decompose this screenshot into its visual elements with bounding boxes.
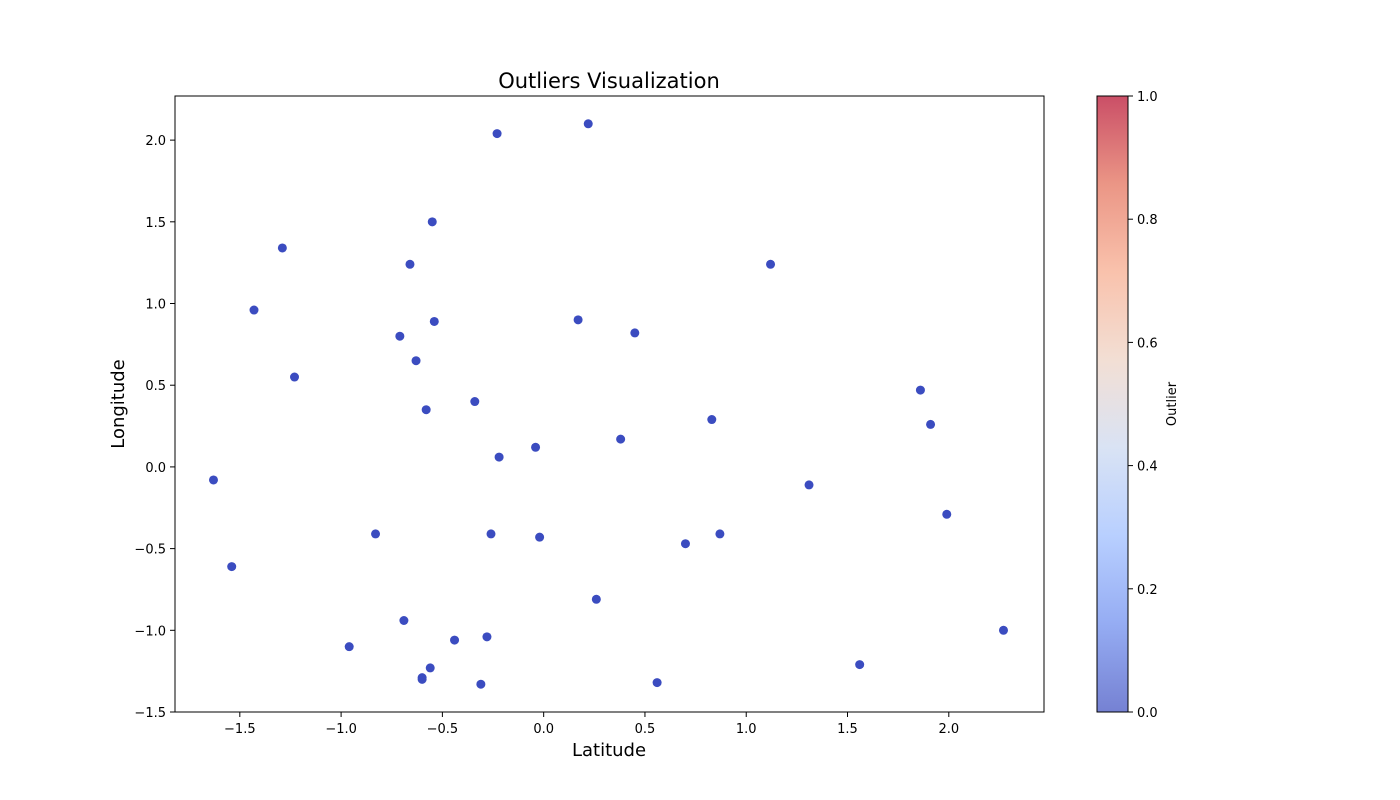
colorbar-tick-label: 0.2 <box>1137 583 1158 598</box>
data-point <box>998 625 1008 635</box>
data-point <box>494 452 504 462</box>
data-point <box>405 259 415 269</box>
y-tick-label: 0.5 <box>145 379 166 394</box>
colorbar-tick-label: 1.0 <box>1137 90 1158 105</box>
colorbar: 0.0 0.2 0.4 0.6 0.8 1.0 Outlier <box>1096 90 1180 721</box>
data-point <box>427 217 437 227</box>
data-point <box>616 434 626 444</box>
y-tick-label: 0.0 <box>145 461 166 476</box>
data-point <box>630 328 640 338</box>
x-tick-label: 1.5 <box>837 722 858 737</box>
y-tick-label: 1.0 <box>145 298 166 313</box>
data-point <box>470 397 480 407</box>
y-tick-label: 2.0 <box>145 134 166 149</box>
colorbar-tick-label: 0.6 <box>1137 336 1158 351</box>
data-point <box>715 529 725 539</box>
data-point <box>573 315 583 325</box>
data-point <box>591 594 601 604</box>
colorbar-tick-label: 0.4 <box>1137 460 1158 475</box>
data-point <box>249 305 259 315</box>
data-point <box>227 562 237 572</box>
data-point <box>486 529 496 539</box>
colorbar-label: Outlier <box>1165 381 1180 426</box>
colorbar-ticks: 0.0 0.2 0.4 0.6 0.8 1.0 <box>1128 90 1158 721</box>
data-point <box>290 372 300 382</box>
y-tick-label: −1.5 <box>134 706 166 721</box>
plot-area <box>174 95 1045 713</box>
points-layer <box>208 119 1008 689</box>
data-point <box>417 674 427 684</box>
data-point <box>680 539 690 549</box>
y-axis-label: Longitude <box>108 359 129 449</box>
colorbar-tick-label: 0.8 <box>1137 213 1158 228</box>
data-point <box>652 678 662 688</box>
data-point <box>344 642 354 652</box>
data-point <box>277 243 287 253</box>
data-point <box>411 356 421 366</box>
x-tick-label: −1.0 <box>325 722 357 737</box>
data-point <box>421 405 431 415</box>
plot-frame <box>174 95 1045 713</box>
x-tick-label: −0.5 <box>427 722 459 737</box>
data-point <box>492 129 502 139</box>
data-point <box>476 679 486 689</box>
y-axis: −1.5 −1.0 −0.5 0.0 0.5 1.0 1.5 2.0 <box>134 134 175 721</box>
x-tick-label: 0.0 <box>533 722 554 737</box>
y-tick-label: −1.0 <box>134 624 166 639</box>
chart-title: Outliers Visualization <box>498 69 720 93</box>
x-axis: −1.5 −1.0 −0.5 0.0 0.5 1.0 1.5 2.0 <box>224 712 959 737</box>
x-tick-label: −1.5 <box>224 722 256 737</box>
data-point <box>926 419 936 429</box>
x-axis-label: Latitude <box>572 740 646 761</box>
data-point <box>942 509 952 519</box>
colorbar-frame <box>1096 95 1129 713</box>
x-tick-label: 1.0 <box>736 722 757 737</box>
data-point <box>208 475 218 485</box>
data-point <box>583 119 593 129</box>
y-tick-label: −0.5 <box>134 543 166 558</box>
data-point <box>535 532 545 542</box>
data-point <box>450 635 460 645</box>
x-tick-label: 2.0 <box>938 722 959 737</box>
y-tick-label: 1.5 <box>145 216 166 231</box>
data-point <box>482 632 492 642</box>
data-point <box>429 316 439 326</box>
data-point <box>531 442 541 452</box>
data-point <box>707 415 717 425</box>
data-point <box>766 259 776 269</box>
data-point <box>395 331 405 341</box>
data-point <box>915 385 925 395</box>
x-tick-label: 0.5 <box>635 722 656 737</box>
data-point <box>804 480 814 490</box>
data-point <box>425 663 435 673</box>
colorbar-tick-label: 0.0 <box>1137 706 1158 721</box>
data-point <box>855 660 865 670</box>
data-point <box>371 529 381 539</box>
colorbar-gradient <box>1097 96 1128 712</box>
data-point <box>399 615 409 625</box>
